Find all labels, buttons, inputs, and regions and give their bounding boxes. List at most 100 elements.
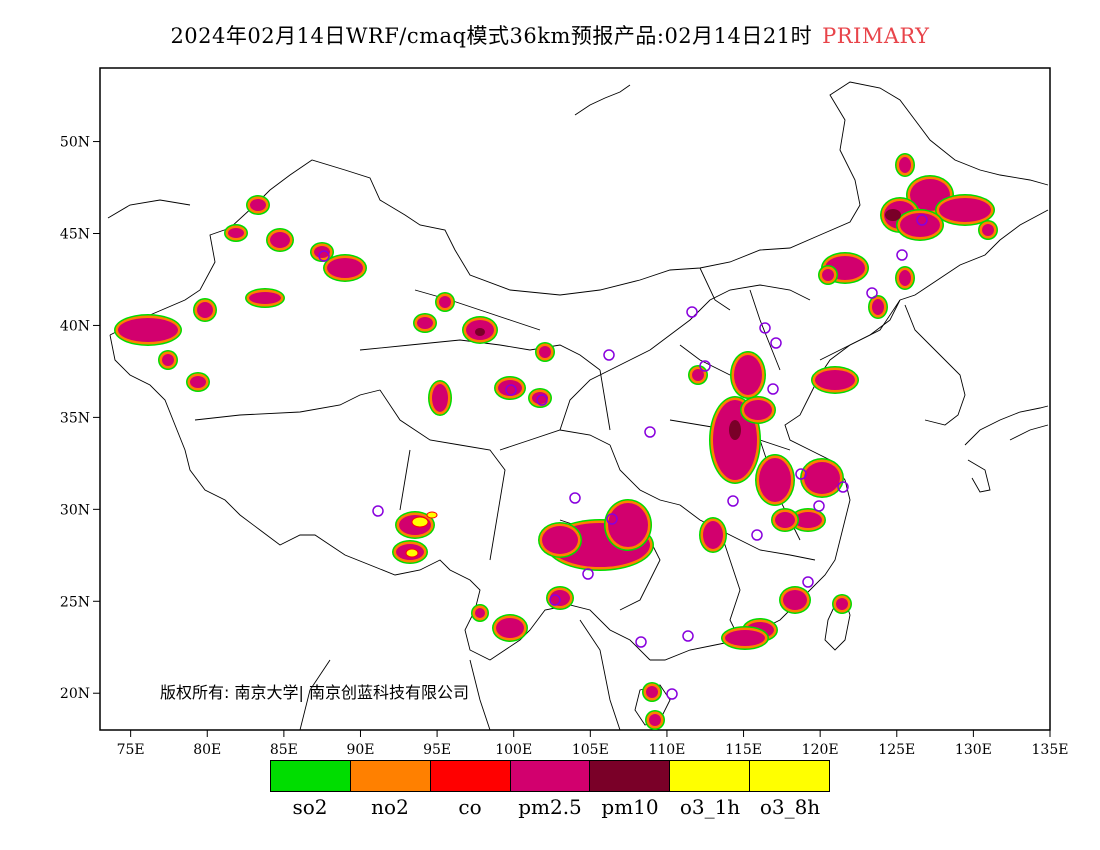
pm10-cell <box>729 420 741 440</box>
pollution-cell <box>692 369 704 381</box>
pollution-cell <box>804 462 840 494</box>
legend-swatch-pm10 <box>590 761 671 791</box>
lat-tick-label: 20N <box>60 686 90 702</box>
lon-tick-label: 110E <box>648 742 685 758</box>
lat-axis: 20N 25N 30N 35N 40N 45N 50N <box>60 135 100 702</box>
o3-cell <box>411 516 429 528</box>
pollution-cell <box>608 503 648 547</box>
station-marker <box>666 688 678 700</box>
lon-tick-label: 85E <box>270 742 298 758</box>
legend-swatch-o3-8h <box>750 761 830 791</box>
lat-tick-label: 45N <box>60 227 90 243</box>
station-marker <box>813 500 825 512</box>
station-marker <box>727 495 739 507</box>
legend-swatch-no2 <box>350 761 431 791</box>
pollution-cell <box>249 292 281 304</box>
pollution-cell <box>432 384 448 412</box>
pollution-cell <box>532 392 548 404</box>
lon-tick-label: 125E <box>878 742 915 758</box>
o3-cell <box>426 511 438 519</box>
pollution-cell <box>703 521 723 549</box>
lat-tick-label: 35N <box>60 410 90 426</box>
pollution-cell <box>270 232 290 248</box>
map-title: 2024年02月14日WRF/cmaq模式36km预报产品:02月14日21时 P… <box>0 20 1100 50</box>
lon-tick-label: 75E <box>117 742 145 758</box>
pollution-cell <box>836 598 848 610</box>
pollution-cell <box>327 258 363 278</box>
lon-tick-label: 80E <box>193 742 221 758</box>
pollution-cell <box>775 512 795 528</box>
pollution-cell <box>982 224 994 236</box>
lon-tick-label: 130E <box>955 742 992 758</box>
station-marker <box>837 481 849 493</box>
lon-tick-label: 90E <box>346 742 374 758</box>
pollution-cell <box>228 228 244 238</box>
pollution-cell <box>899 157 911 173</box>
legend-label-pm25: pm2.5 <box>518 795 582 819</box>
station-marker <box>751 529 763 541</box>
station-marker <box>759 322 771 334</box>
station-marker <box>606 513 618 525</box>
pollution-cell <box>794 512 822 528</box>
legend-labels: so2 no2 co pm2.5 pm10 o3_1h o3_8h <box>270 795 830 819</box>
station-marker <box>635 636 647 648</box>
copyright-text: 版权所有: 南京大学| 南京创蓝科技有限公司 <box>160 683 469 702</box>
station-marker <box>682 630 694 642</box>
station-marker <box>372 505 384 517</box>
pollution-cell <box>822 269 834 281</box>
lon-axis: 75E 80E 85E 90E 95E 100E 105E 110E 115E 120E 125E 1… <box>117 730 1069 758</box>
station-marker <box>896 249 908 261</box>
pollution-plumes <box>114 153 998 730</box>
pollution-cell <box>539 346 551 358</box>
station-marker <box>603 349 615 361</box>
pollution-cell <box>649 714 661 726</box>
primary-tag: PRIMARY <box>822 24 930 48</box>
pollution-cell <box>439 296 451 308</box>
pollution-cell <box>190 376 206 388</box>
pollution-cell <box>646 686 658 698</box>
pollution-cell <box>417 317 433 329</box>
station-marker <box>569 492 581 504</box>
station-marker <box>767 383 779 395</box>
legend-swatch-pm25 <box>510 761 591 791</box>
legend-label-no2: no2 <box>371 795 409 819</box>
legend-swatch-co <box>430 761 511 791</box>
legend-label-pm10: pm10 <box>601 795 659 819</box>
o3-cell <box>405 548 419 558</box>
pollution-cell <box>250 199 266 211</box>
station-marker <box>866 287 878 299</box>
station-marker <box>795 468 807 480</box>
pollution-cell <box>939 198 991 222</box>
legend-label-so2: so2 <box>292 795 328 819</box>
legend-bar <box>270 760 830 792</box>
lon-tick-label: 100E <box>495 742 532 758</box>
station-marker <box>770 337 782 349</box>
legend-label-o3-8h: o3_8h <box>759 795 821 819</box>
lat-tick-label: 50N <box>60 135 90 151</box>
pollution-cell <box>197 302 213 318</box>
legend-swatch-o3-1h <box>670 761 751 791</box>
pm10-cell <box>885 209 901 221</box>
lat-tick-label: 40N <box>60 318 90 334</box>
pollution-cell <box>872 299 884 315</box>
station-marker <box>686 306 698 318</box>
lon-tick-label: 105E <box>572 742 609 758</box>
pollution-cell <box>734 355 762 395</box>
station-marker <box>505 384 517 396</box>
pollution-cell <box>118 318 178 342</box>
pollution-cell <box>162 354 174 366</box>
title-text: 2024年02月14日WRF/cmaq模式36km预报产品:02月14日21时 <box>170 24 813 48</box>
lon-tick-label: 115E <box>725 742 762 758</box>
pollution-cell <box>725 630 765 646</box>
station-marker <box>536 394 548 406</box>
pollution-cell <box>498 380 522 396</box>
station-marker <box>699 360 711 372</box>
pm10-cell <box>475 328 485 336</box>
lon-tick-label: 120E <box>802 742 839 758</box>
lon-tick-label: 135E <box>1032 742 1069 758</box>
station-marker <box>318 250 330 262</box>
lat-tick-label: 30N <box>60 502 90 518</box>
pollution-cell <box>899 270 911 286</box>
pollution-cell <box>475 608 485 618</box>
